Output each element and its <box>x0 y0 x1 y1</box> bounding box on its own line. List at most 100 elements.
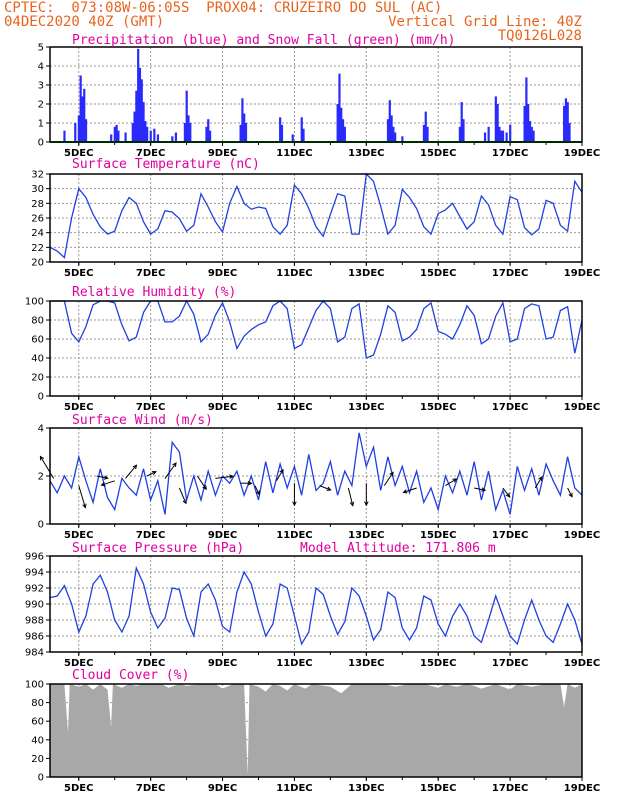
panel-3: 0 20 40 60 80 100 5DEC 7DEC 9DEC 11DEC 13DEC 15DEC 1… <box>25 285 600 413</box>
x-tick-label: 5DEC <box>64 268 93 279</box>
precip-bar <box>388 100 391 142</box>
x-tick-label: 17DEC <box>492 530 528 541</box>
x-tick-label: 15DEC <box>420 268 456 279</box>
y-tick-label: 992 <box>25 584 44 595</box>
precip-bar <box>137 48 140 142</box>
x-tick-label: 15DEC <box>420 658 456 669</box>
precip-bar <box>279 117 282 142</box>
wind-vector-head <box>182 499 187 505</box>
precip-bar <box>340 107 343 142</box>
wind-vector-head <box>132 464 138 470</box>
series-line <box>49 432 583 515</box>
wind-vector <box>178 487 187 504</box>
plot-frame <box>49 683 583 778</box>
precip-bar <box>146 126 149 142</box>
precip-bar <box>300 117 303 142</box>
y-tick-label: 5 <box>38 43 44 54</box>
precip-bar <box>336 104 339 142</box>
precip-bar <box>291 134 294 142</box>
precip-bar <box>239 124 242 142</box>
x-tick-label: 5DEC <box>64 658 93 669</box>
wind-vector-head <box>172 462 177 468</box>
series-line <box>49 565 583 646</box>
wind-vector-head <box>402 489 408 494</box>
wind-vector-head <box>151 471 157 476</box>
precip-bar <box>83 88 86 142</box>
wind-vector <box>78 485 86 508</box>
x-tick-label: 7DEC <box>136 402 165 413</box>
wind-vector-head <box>452 478 458 483</box>
precip-bar <box>185 90 188 142</box>
wind-vector <box>254 485 260 495</box>
wind-vector <box>319 485 331 491</box>
precip-bar <box>79 75 82 142</box>
panel-title: Surface Wind (m/s) <box>72 413 213 428</box>
precip-bar <box>81 96 84 142</box>
x-tick-label: 7DEC <box>136 530 165 541</box>
y-tick-label: 0 <box>38 392 44 403</box>
precip-bar <box>505 132 508 142</box>
wind-vector-head <box>538 476 543 482</box>
precip-bar <box>207 119 210 142</box>
x-tick-label: 9DEC <box>208 530 237 541</box>
panel-title: Precipitation (blue) and Snow Fall (gree… <box>72 33 456 48</box>
wind-vector <box>445 478 457 487</box>
wind-vector-head <box>505 492 511 498</box>
x-tick-label: 15DEC <box>420 530 456 541</box>
precip-bar <box>426 126 429 142</box>
precip-bar <box>530 126 533 142</box>
wind-vector-head <box>326 486 332 491</box>
y-tick-label: 28 <box>31 199 44 210</box>
x-tick-label: 13DEC <box>348 148 384 159</box>
precip-bar <box>483 132 487 142</box>
wind-vector <box>403 487 417 493</box>
header-grid-line: Vertical Grid Line: 40Z <box>388 14 582 30</box>
precip-bar <box>394 132 397 142</box>
wind-vector-head <box>247 480 253 486</box>
wind-vector <box>502 487 510 498</box>
wind-vector <box>347 487 354 506</box>
x-tick-label: 15DEC <box>420 783 456 794</box>
precip-bar <box>149 130 152 142</box>
y-tick-label: 2 <box>38 100 44 111</box>
y-tick-label: 100 <box>25 680 44 691</box>
wind-vector-head <box>279 468 284 474</box>
precip-bar <box>74 123 77 142</box>
x-tick-label: 7DEC <box>136 783 165 794</box>
precip-bar <box>532 130 535 142</box>
y-tick-label: 0 <box>38 138 44 149</box>
precip-bar <box>115 124 118 142</box>
precip-bar <box>500 130 503 142</box>
wind-vector <box>96 475 108 479</box>
precip-bar <box>174 132 178 142</box>
y-tick-label: 4 <box>38 424 44 435</box>
plot-frame <box>49 555 583 653</box>
x-tick-label: 17DEC <box>492 148 528 159</box>
precip-bar <box>509 124 512 142</box>
x-tick-label: 13DEC <box>348 530 384 541</box>
y-tick-label: 80 <box>31 698 44 709</box>
plot-area <box>50 47 582 142</box>
precip-bar <box>244 123 248 142</box>
x-tick-label: 19DEC <box>564 783 600 794</box>
x-tick-label: 9DEC <box>208 402 237 413</box>
precip-bar <box>187 115 190 142</box>
precip-bar <box>424 111 427 142</box>
precip-bar <box>390 115 393 142</box>
wind-vector-head <box>349 501 355 507</box>
series-line <box>49 172 583 259</box>
precip-bar <box>525 77 528 142</box>
precip-bar <box>343 126 346 142</box>
x-tick-label: 11DEC <box>276 783 312 794</box>
y-tick-label: 990 <box>25 600 44 611</box>
panel-title: Surface Temperature (nC) <box>72 157 260 172</box>
series-line <box>50 299 583 359</box>
precip-bar <box>496 104 499 142</box>
precip-bar <box>422 124 426 142</box>
x-tick-label: 17DEC <box>492 658 528 669</box>
panel-6: 0 20 40 60 80 100 5DEC 7DEC 9DEC 11DEC 13DEC 15DEC 1… <box>25 668 600 794</box>
y-tick-label: 988 <box>25 616 44 627</box>
panel-2: 20 22 24 26 28 30 32 5DEC 7DEC 9DEC 11DEC 13DEC 15DE… <box>31 157 600 279</box>
x-tick-label: 19DEC <box>564 268 600 279</box>
